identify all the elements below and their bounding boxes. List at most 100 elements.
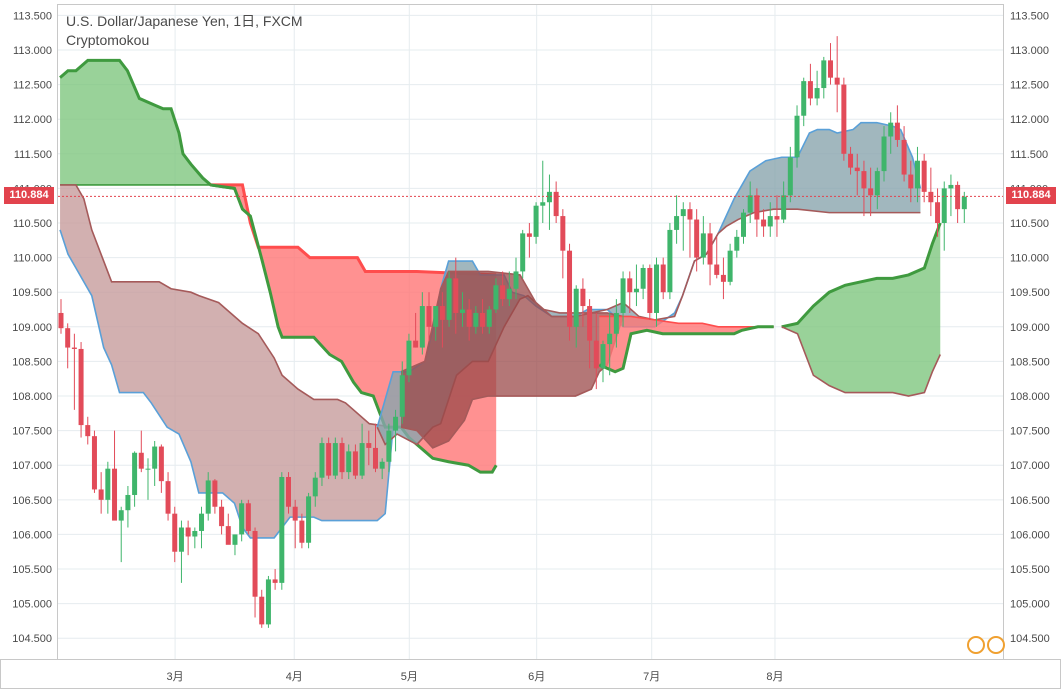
candle-body — [326, 443, 332, 476]
candle-body — [212, 480, 218, 507]
candle-body — [319, 443, 325, 478]
x-tick-label: 8月 — [766, 671, 783, 683]
candle-body — [372, 447, 378, 469]
candle-body — [741, 212, 746, 237]
candle-body — [105, 468, 111, 500]
candle-body — [219, 506, 225, 527]
candle-body — [861, 171, 867, 189]
candle-body — [145, 468, 151, 470]
y-tick-label: 110.000 — [13, 253, 52, 265]
candle-body — [914, 160, 920, 189]
candle-body — [426, 306, 432, 327]
candle-body — [199, 513, 205, 531]
cloud-upper-line — [60, 184, 394, 428]
y-tick-label: 112.500 — [1010, 80, 1049, 92]
y-tick-label: 113.500 — [1010, 10, 1049, 22]
candle-body — [707, 233, 713, 265]
candle-body — [279, 476, 285, 583]
cloud-upper-line — [59, 58, 235, 190]
candle-body — [286, 476, 291, 507]
cloud-upper-line — [781, 222, 942, 329]
candle-body — [700, 233, 706, 258]
candle-body — [413, 340, 419, 348]
candle-body — [633, 288, 639, 293]
jp-flag-icon[interactable] — [987, 636, 1005, 654]
candle-body — [881, 136, 887, 172]
y-tick-label: 105.500 — [1010, 564, 1050, 576]
y-tick-label: 110.500 — [13, 218, 52, 230]
candle-body — [473, 312, 479, 327]
y-tick-label: 112.000 — [1010, 114, 1049, 126]
candle-body — [901, 139, 907, 175]
candle-body — [654, 264, 660, 313]
us-flag-icon[interactable] — [967, 636, 985, 654]
candle-body — [58, 312, 64, 329]
candle-body — [546, 191, 552, 203]
candle-body — [854, 167, 860, 172]
candlesticks — [58, 36, 967, 628]
candle-body — [593, 340, 599, 369]
candle-body — [406, 340, 412, 376]
y-tick-label: 113.000 — [1010, 45, 1049, 57]
y-tick-label: 105.000 — [12, 599, 52, 611]
indicator-name: Cryptomokou — [66, 32, 150, 48]
candle-body — [433, 306, 439, 327]
candle-body — [192, 530, 198, 537]
candle-body — [513, 271, 519, 289]
y-tick-label: 111.500 — [1010, 149, 1048, 161]
candle-body — [65, 328, 71, 348]
candle-body — [647, 267, 653, 313]
cloud-band — [781, 223, 941, 397]
candle-body — [761, 219, 767, 227]
candle-body — [781, 195, 787, 220]
candle-body — [486, 309, 492, 327]
candle-body — [774, 216, 780, 220]
candle-body — [506, 288, 512, 300]
y-tick-label: 109.500 — [1010, 287, 1050, 299]
candle-body — [252, 530, 258, 597]
candle-body — [533, 205, 539, 237]
y-tick-label: 106.000 — [12, 529, 52, 541]
candle-body — [165, 481, 171, 514]
y-tick-label: 104.500 — [12, 633, 52, 645]
candle-body — [888, 122, 894, 137]
candle-body — [794, 115, 800, 158]
y-tick-label: 106.500 — [12, 495, 52, 507]
candle-body — [332, 443, 338, 476]
candle-body — [674, 216, 680, 230]
y-tick-label: 105.000 — [1010, 599, 1050, 611]
candle-body — [827, 60, 833, 78]
y-tick-label: 109.000 — [12, 322, 52, 334]
candle-body — [928, 191, 934, 203]
candle-body — [560, 216, 566, 251]
cloud-lower-line — [210, 183, 498, 474]
candle-body — [894, 122, 900, 140]
last-price-tag-left: 110.884 — [4, 187, 54, 204]
candle-body — [848, 153, 854, 168]
candle-body — [446, 278, 452, 320]
candle-body — [259, 596, 265, 625]
y-tick-label: 107.500 — [12, 426, 52, 438]
candle-body — [393, 416, 399, 431]
candle-body — [754, 195, 760, 220]
candle-body — [85, 425, 91, 437]
cloud-band — [60, 60, 235, 189]
candle-body — [868, 188, 874, 196]
candle-body — [480, 312, 486, 327]
candle-body — [419, 306, 425, 348]
y-tick-label: 108.000 — [1010, 391, 1050, 403]
candle-body — [439, 306, 445, 320]
y-tick-label: 113.000 — [13, 45, 52, 57]
candle-body — [667, 229, 673, 293]
candle-body — [747, 195, 753, 213]
candle-body — [600, 344, 606, 369]
candle-body — [526, 233, 532, 237]
candle-body — [493, 285, 499, 310]
candle-body — [91, 436, 97, 490]
x-tick-label: 4月 — [286, 671, 303, 683]
y-tick-label: 110.500 — [1010, 218, 1049, 230]
candle-body — [359, 443, 365, 476]
y-tick-label: 107.000 — [1010, 460, 1050, 472]
cloud-band — [401, 271, 624, 448]
